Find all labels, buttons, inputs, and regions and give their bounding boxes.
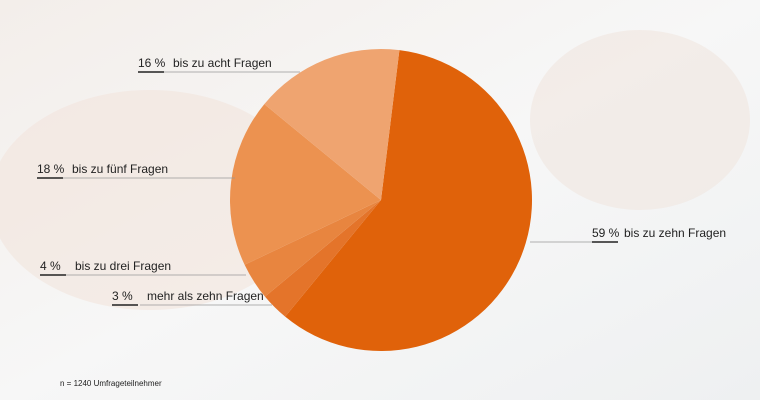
pie-slice <box>264 200 381 317</box>
pie-slice <box>244 200 381 297</box>
value-label: 59 % <box>592 226 620 240</box>
value-label: 3 % <box>112 289 133 303</box>
background-shape <box>0 90 310 310</box>
pie-slice <box>285 50 532 352</box>
value-label: 18 % <box>37 162 65 176</box>
category-label: bis zu acht Fragen <box>173 56 272 70</box>
category-label: bis zu drei Fragen <box>75 259 171 273</box>
pie-slice <box>264 48 400 201</box>
category-label: bis zu fünf Fragen <box>72 162 168 176</box>
category-label: bis zu zehn Fragen <box>624 226 726 240</box>
pie-slice <box>230 104 381 265</box>
value-label: 16 % <box>138 56 166 70</box>
labels: 59 % bis zu zehn Fragen 3 % mehr als zehn F… <box>37 56 726 306</box>
pie <box>230 48 532 352</box>
background-shape <box>530 30 750 210</box>
value-label: 4 % <box>40 259 61 273</box>
category-label: mehr als zehn Fragen <box>147 289 264 303</box>
note: n = 1240 Umfrageteilnehmer <box>60 379 162 388</box>
